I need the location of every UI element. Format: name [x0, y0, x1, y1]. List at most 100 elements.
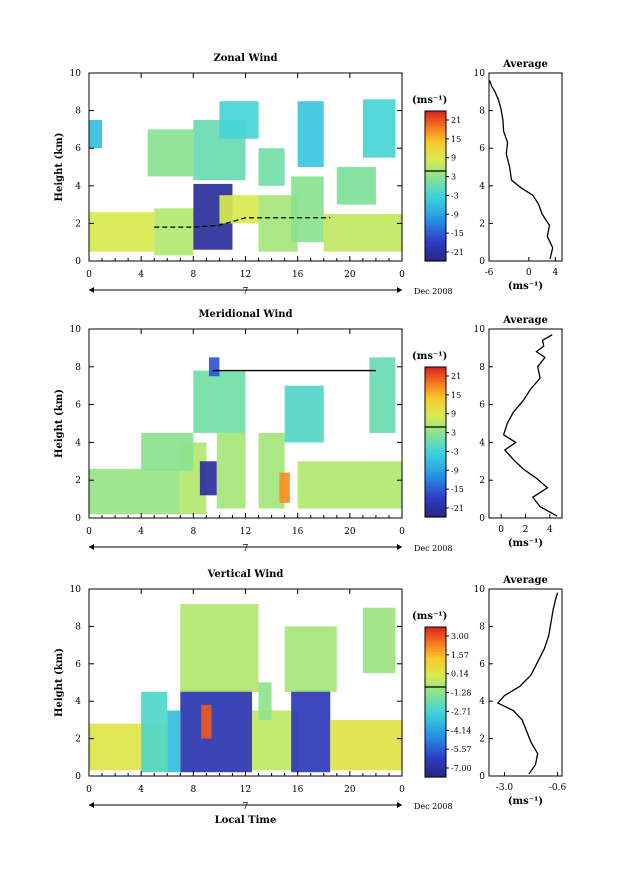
colorbar-step: [425, 422, 446, 426]
colorbar-step: [425, 394, 446, 398]
colorbar-tick-label: 21: [451, 116, 461, 125]
colorbar-unit: (ms⁻¹): [412, 611, 447, 622]
colorbar-step: [425, 504, 446, 508]
date-axis-arrow: [397, 802, 402, 808]
colorbar-frame: [424, 626, 447, 778]
colorbar-unit: (ms⁻¹): [412, 95, 447, 106]
avg-x-tick-label: -3.0: [496, 783, 514, 793]
avg-x-tick-label: 2: [523, 525, 529, 535]
date-label: Dec 2008: [414, 287, 453, 296]
colorbar-step: [425, 223, 446, 227]
day-label: 7: [243, 544, 249, 554]
x-tick-label: 4: [138, 785, 144, 795]
colorbar-step: [425, 176, 446, 180]
colorbar-step: [425, 151, 446, 155]
colorbar-step: [425, 684, 446, 688]
y-tick-label: 8: [75, 363, 81, 373]
x-tick-label: 4: [138, 270, 144, 280]
colorbar-step: [425, 141, 446, 145]
colorbar-step: [425, 442, 446, 446]
colorbar-step: [425, 253, 446, 257]
x-tick-label: 16: [292, 527, 304, 537]
colorbar-tick-label: 9: [451, 154, 456, 163]
colorbar-step: [425, 649, 446, 653]
colorbar-step: [425, 502, 446, 506]
colorbar-step: [425, 414, 446, 418]
heatmap-cell: [216, 432, 246, 509]
colorbar-step: [425, 772, 446, 776]
heatmap-cell: [219, 101, 259, 139]
heatmap-cell: [258, 682, 272, 720]
colorbar-step: [425, 256, 446, 260]
x-tick-label: 0: [86, 527, 92, 537]
avg-y-tick-label: 2: [479, 476, 485, 486]
colorbar-step: [425, 158, 446, 162]
colorbar-step: [425, 251, 446, 255]
colorbar-tick-label: -21: [451, 248, 464, 257]
colorbar-step: [425, 672, 446, 676]
colorbar-step: [425, 489, 446, 493]
x-tick-label: 16: [292, 270, 304, 280]
x-tick-label: 0: [399, 527, 405, 537]
avg-x-axis-label: (ms⁻¹): [508, 538, 543, 549]
colorbar-step: [425, 682, 446, 686]
colorbar-step: [425, 719, 446, 723]
panel-title: Vertical Wind: [207, 569, 284, 580]
x-tick-label: 12: [240, 527, 251, 537]
colorbar-step: [425, 424, 446, 428]
x-tick-label: 8: [190, 527, 196, 537]
heatmap-cells: [89, 99, 402, 256]
colorbar-step: [425, 717, 446, 721]
heatmap-cell: [208, 357, 220, 377]
colorbar-step: [425, 509, 446, 513]
heatmap-cell: [279, 472, 290, 503]
colorbar-step: [425, 494, 446, 498]
colorbar-step: [425, 724, 446, 728]
avg-x-tick-label: -6: [485, 268, 494, 278]
colorbar-step: [425, 198, 446, 202]
colorbar-step: [425, 218, 446, 222]
y-tick-label: 0: [75, 772, 81, 782]
colorbar-step: [425, 484, 446, 488]
heatmap-cell: [199, 461, 217, 496]
heatmap-cell: [291, 689, 331, 773]
colorbar-step: [425, 732, 446, 736]
panel-title: Zonal Wind: [213, 53, 277, 64]
colorbar-step: [425, 722, 446, 726]
date-axis-arrow: [89, 287, 94, 293]
colorbar-step: [425, 644, 446, 648]
colorbar-step: [425, 131, 446, 135]
colorbar-step: [425, 427, 446, 431]
x-tick-label: 20: [344, 527, 356, 537]
colorbar-step: [425, 409, 446, 413]
colorbar-step: [425, 659, 446, 663]
colorbar-step: [425, 372, 446, 376]
colorbar-step: [425, 228, 446, 232]
avg-y-tick-label: 6: [479, 401, 485, 411]
colorbar-tick-label: 15: [451, 135, 461, 144]
average-title: Average: [502, 315, 548, 326]
colorbar-step: [425, 774, 446, 778]
colorbar-step: [425, 679, 446, 683]
colorbar-step: [425, 734, 446, 738]
colorbar-step: [425, 419, 446, 423]
colorbar-step: [425, 467, 446, 471]
colorbar-step: [425, 241, 446, 245]
colorbar-step: [425, 136, 446, 140]
colorbar-step: [425, 389, 446, 393]
colorbar-step: [425, 116, 446, 120]
colorbar-step: [425, 499, 446, 503]
y-tick-label: 6: [75, 144, 81, 154]
y-tick-label: 2: [75, 735, 81, 745]
colorbar-step: [425, 512, 446, 516]
date-label: Dec 2008: [414, 802, 453, 811]
colorbar-step: [425, 447, 446, 451]
colorbar-frame: [424, 110, 447, 262]
colorbar-step: [425, 487, 446, 491]
colorbar-tick-label: -9: [451, 466, 459, 475]
y-tick-label: 10: [70, 325, 82, 335]
colorbar-step: [425, 379, 446, 383]
heatmap-cell: [219, 195, 259, 224]
